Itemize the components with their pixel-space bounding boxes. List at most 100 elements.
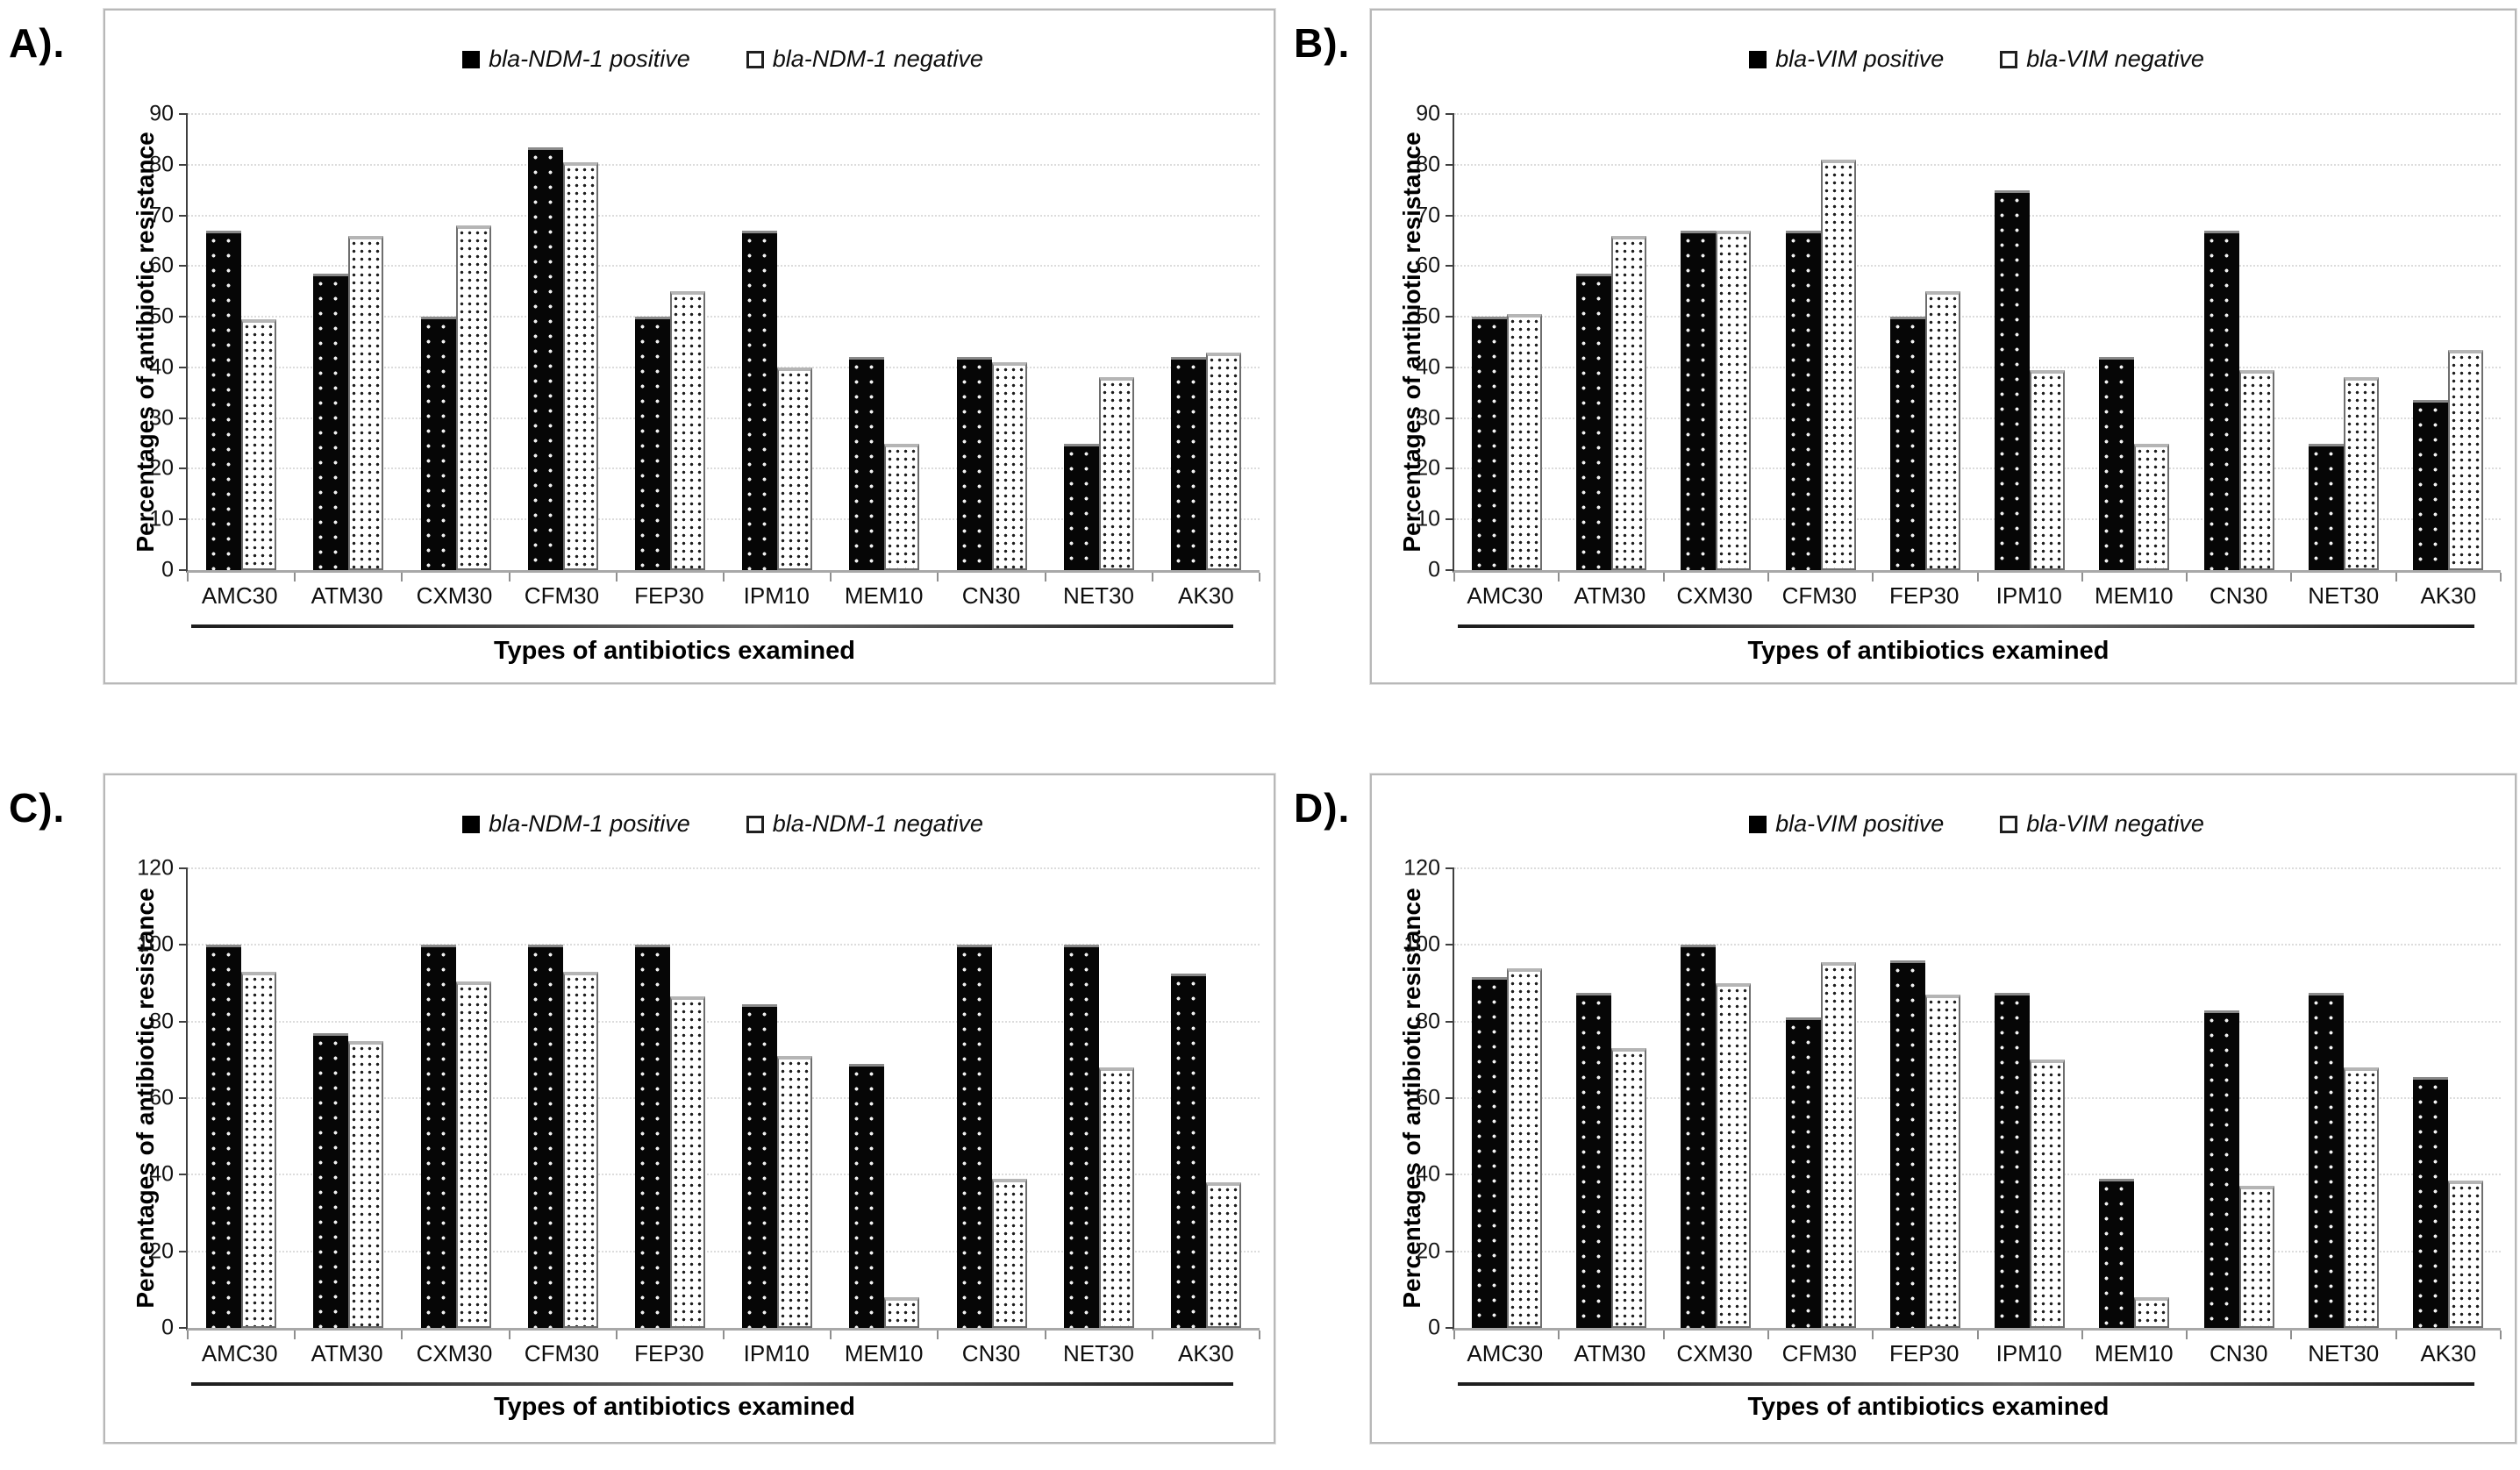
bar-group-ak30 (1153, 352, 1260, 570)
y-tick-mark (1446, 163, 1454, 166)
gridline (1454, 113, 2501, 115)
x-tick-mark (615, 1331, 618, 1339)
x-tick-mark (1151, 1331, 1153, 1339)
legend-item-negative: bla-VIM negative (2000, 46, 2204, 73)
bar-negative (777, 367, 813, 570)
bar-group-cxm30 (402, 225, 509, 570)
bars-container (188, 114, 1260, 570)
y-tick-mark (179, 113, 188, 115)
y-tick-label: 40 (149, 354, 174, 380)
bar-negative (991, 1178, 1027, 1328)
bar-group-mem10 (831, 1063, 938, 1328)
y-tick-mark (1446, 1097, 1454, 1099)
x-tick-mark (937, 1331, 939, 1339)
x-tick-label: ATM30 (1574, 582, 1646, 609)
bar-group-ipm10 (1977, 992, 2081, 1328)
x-tick-mark (1767, 573, 1769, 582)
y-tick-label: 70 (1416, 203, 1440, 228)
bar-positive (2099, 357, 2135, 570)
gridline (1454, 1020, 2501, 1023)
x-tick-label: AK30 (2420, 582, 2477, 609)
gridline (1454, 1097, 2501, 1099)
x-tick-label: ATM30 (311, 1340, 383, 1367)
y-tick-label: 90 (1416, 101, 1440, 126)
legend-swatch-negative-icon (2000, 815, 2018, 833)
bar-group-net30 (1046, 945, 1153, 1328)
y-tick-mark (179, 1327, 188, 1329)
bar-group-cn30 (2187, 230, 2291, 570)
y-tick-mark (179, 163, 188, 166)
x-tick-label: NET30 (2308, 1340, 2380, 1367)
bar-positive (1785, 230, 1821, 570)
x-tick-mark (187, 1331, 189, 1339)
x-tick-label: IPM10 (743, 1340, 810, 1367)
y-tick-mark (1446, 113, 1454, 115)
bar-positive (634, 945, 670, 1328)
bar-negative (1716, 230, 1752, 570)
bar-positive (956, 945, 992, 1328)
y-tick-label: 50 (1416, 303, 1440, 329)
bar-positive (1575, 274, 1611, 570)
y-tick-label: 30 (149, 405, 174, 431)
x-tick-label: IPM10 (743, 582, 810, 609)
bars-container (188, 868, 1260, 1328)
bar-group-fep30 (617, 945, 724, 1328)
x-tick-label: AK30 (1178, 582, 1234, 609)
bar-negative (669, 291, 705, 570)
bar-group-cxm30 (402, 945, 509, 1328)
legend: bla-VIM positive bla-VIM negative (1453, 810, 2501, 838)
x-tick-label: FEP30 (634, 582, 704, 609)
gridline (188, 163, 1260, 166)
y-tick-label: 120 (1403, 855, 1440, 881)
y-tick-mark (179, 214, 188, 217)
y-tick-label: 60 (1416, 1085, 1440, 1110)
x-tick-mark (294, 1331, 296, 1339)
bar-group-cxm30 (1664, 945, 1768, 1328)
bar-positive (2309, 443, 2345, 570)
panel-label-c: C). (9, 785, 66, 831)
bar-positive (2309, 992, 2345, 1328)
x-axis-underline (1458, 1382, 2474, 1386)
bar-group-amc30 (188, 945, 295, 1328)
y-tick-label: 60 (149, 253, 174, 278)
y-tick-mark (179, 867, 188, 869)
x-tick-mark (1767, 1331, 1769, 1339)
bar-positive (206, 230, 242, 570)
legend-swatch-negative-icon (746, 50, 764, 68)
bar-positive (2413, 1076, 2449, 1328)
x-tick-mark (1872, 1331, 1874, 1339)
y-tick-label: 80 (149, 152, 174, 177)
bar-negative (2030, 369, 2066, 570)
bar-negative (2134, 443, 2170, 570)
bar-positive (1063, 443, 1099, 570)
bar-group-cn30 (938, 357, 1045, 570)
bar-positive (1889, 317, 1925, 570)
bar-positive (1575, 992, 1611, 1328)
x-tick-mark (1453, 1331, 1455, 1339)
bar-group-mem10 (2082, 1178, 2187, 1328)
bar-negative (1716, 983, 1752, 1328)
y-tick-mark (179, 1097, 188, 1099)
x-tick-mark (1872, 573, 1874, 582)
bar-group-atm30 (1559, 992, 1663, 1328)
y-tick-mark (1446, 316, 1454, 318)
bar-positive (1471, 317, 1507, 570)
bar-negative (1820, 160, 1856, 570)
y-tick-label: 120 (137, 855, 174, 881)
bar-group-ipm10 (724, 1004, 831, 1328)
x-tick-label: CFM30 (524, 582, 600, 609)
bar-negative (2344, 377, 2380, 570)
bar-group-cfm30 (1768, 160, 1873, 570)
x-tick-mark (830, 573, 832, 582)
bar-negative (1924, 291, 1960, 570)
gridline (1454, 417, 2501, 419)
legend-item-positive: bla-VIM positive (1749, 810, 1944, 838)
y-tick-mark (179, 316, 188, 318)
bar-positive (1471, 977, 1507, 1328)
bar-positive (420, 317, 456, 570)
bar-group-ak30 (2396, 349, 2501, 570)
x-tick-mark (615, 573, 618, 582)
y-tick-label: 10 (149, 506, 174, 532)
bar-positive (1995, 992, 2031, 1328)
x-tick-label: CN30 (2209, 582, 2268, 609)
